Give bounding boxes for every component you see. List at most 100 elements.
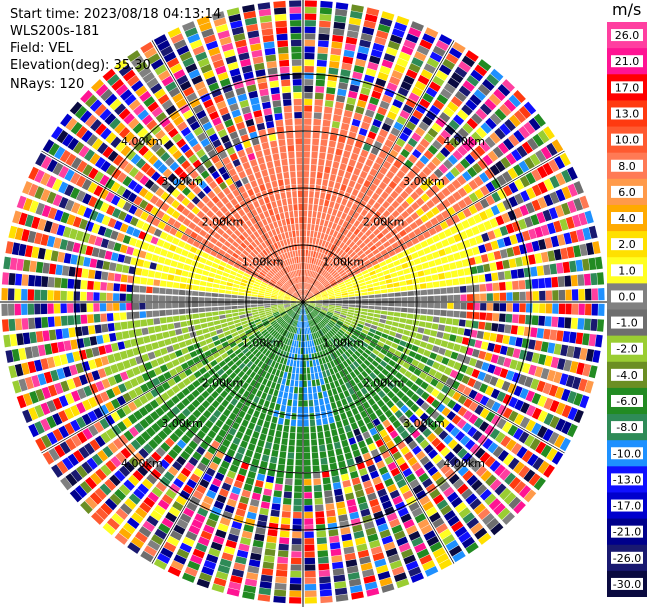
ppi-cell xyxy=(318,438,325,446)
ppi-cell xyxy=(165,302,172,309)
ppi-cell xyxy=(450,244,459,253)
ppi-cell xyxy=(313,272,318,279)
ppi-cell xyxy=(24,245,33,258)
ppi-cell xyxy=(527,137,539,151)
ppi-cell xyxy=(361,351,369,359)
ppi-cell xyxy=(291,413,297,420)
ppi-cell xyxy=(425,322,433,329)
ppi-cell xyxy=(206,219,215,228)
ppi-cell xyxy=(315,517,325,525)
ppi-cell xyxy=(235,237,243,245)
ppi-cell xyxy=(304,85,313,93)
ppi-cell xyxy=(14,303,21,316)
ppi-cell xyxy=(261,281,268,286)
ppi-cell xyxy=(398,414,408,424)
ppi-cell xyxy=(325,383,331,391)
ppi-cell xyxy=(429,352,438,360)
ppi-cell xyxy=(94,156,106,169)
ppi-cell xyxy=(466,117,479,130)
ppi-cell xyxy=(344,246,351,253)
ppi-cell xyxy=(445,317,453,325)
ppi-cell xyxy=(278,457,286,465)
ppi-cell xyxy=(340,271,347,277)
ppi-cell xyxy=(492,445,504,458)
ppi-cell xyxy=(270,297,278,300)
ppi-cell xyxy=(280,311,287,316)
ppi-cell xyxy=(172,289,179,295)
ppi-cell xyxy=(16,258,24,271)
ppi-cell xyxy=(143,150,154,161)
ppi-cell xyxy=(308,304,315,308)
ppi-cell xyxy=(423,444,434,454)
ppi-cell xyxy=(317,556,329,564)
ppi-cell xyxy=(386,400,395,409)
ppi-cell xyxy=(257,299,264,302)
ppi-cell xyxy=(64,407,75,420)
ppi-cell xyxy=(230,575,243,584)
ppi-cell xyxy=(390,405,399,414)
ppi-cell xyxy=(406,285,414,291)
ppi-cell xyxy=(239,440,249,449)
ppi-cell xyxy=(110,364,119,374)
ppi-cell xyxy=(64,184,75,197)
ppi-cell xyxy=(234,416,243,425)
ppi-cell xyxy=(281,517,291,525)
ppi-cell xyxy=(89,153,101,165)
ppi-cell xyxy=(314,105,323,113)
ppi-cell xyxy=(384,409,393,419)
ppi-cell xyxy=(484,322,492,331)
ppi-cell xyxy=(207,255,215,262)
ppi-cell xyxy=(290,300,297,302)
ppi-cell xyxy=(191,337,199,344)
ppi-cell xyxy=(58,181,69,194)
ppi-cell xyxy=(495,333,504,344)
ppi-cell xyxy=(519,303,526,313)
ppi-cell xyxy=(283,284,289,290)
ppi-cell xyxy=(351,244,359,251)
ppi-cell xyxy=(305,321,307,328)
ppi-cell xyxy=(159,280,167,287)
ppi-cell xyxy=(93,185,104,197)
ppi-cell xyxy=(342,360,349,368)
ppi-cell xyxy=(234,229,242,237)
ppi-cell xyxy=(348,299,356,302)
ppi-cell xyxy=(507,424,518,437)
ppi-cell xyxy=(184,566,198,577)
ppi-cell xyxy=(125,443,137,455)
ppi-cell xyxy=(313,325,318,332)
ppi-cell xyxy=(281,511,291,518)
ppi-cell xyxy=(485,117,497,130)
ppi-cell xyxy=(94,270,102,280)
ppi-cell xyxy=(28,274,36,287)
ppi-cell xyxy=(530,214,540,226)
ppi-cell xyxy=(513,480,527,494)
ppi-cell xyxy=(419,439,430,449)
ppi-cell xyxy=(104,344,113,354)
ppi-cell xyxy=(132,285,140,293)
ppi-cell xyxy=(322,318,329,324)
ppi-cell xyxy=(519,416,531,429)
ppi-cell xyxy=(31,374,41,388)
ppi-cell xyxy=(224,210,233,219)
ppi-cell xyxy=(303,157,310,165)
ppi-cell xyxy=(289,432,296,440)
ppi-cell xyxy=(377,523,389,533)
ppi-cell xyxy=(486,517,500,531)
ppi-cell xyxy=(238,308,245,312)
ppi-cell xyxy=(363,338,371,345)
ppi-cell xyxy=(371,90,382,100)
ppi-cell xyxy=(456,175,467,186)
ppi-cell xyxy=(99,292,107,301)
ppi-cell xyxy=(515,257,523,267)
ppi-cell xyxy=(150,124,162,136)
ppi-cell xyxy=(233,375,241,383)
ppi-cell xyxy=(271,277,278,283)
ppi-cell xyxy=(295,291,300,297)
ppi-cell xyxy=(304,59,315,66)
ppi-cell xyxy=(157,340,166,348)
ppi-cell xyxy=(355,326,363,332)
ppi-cell xyxy=(400,220,409,229)
ppi-cell xyxy=(266,313,273,318)
ppi-cell xyxy=(352,71,363,80)
ppi-cell xyxy=(316,274,321,280)
